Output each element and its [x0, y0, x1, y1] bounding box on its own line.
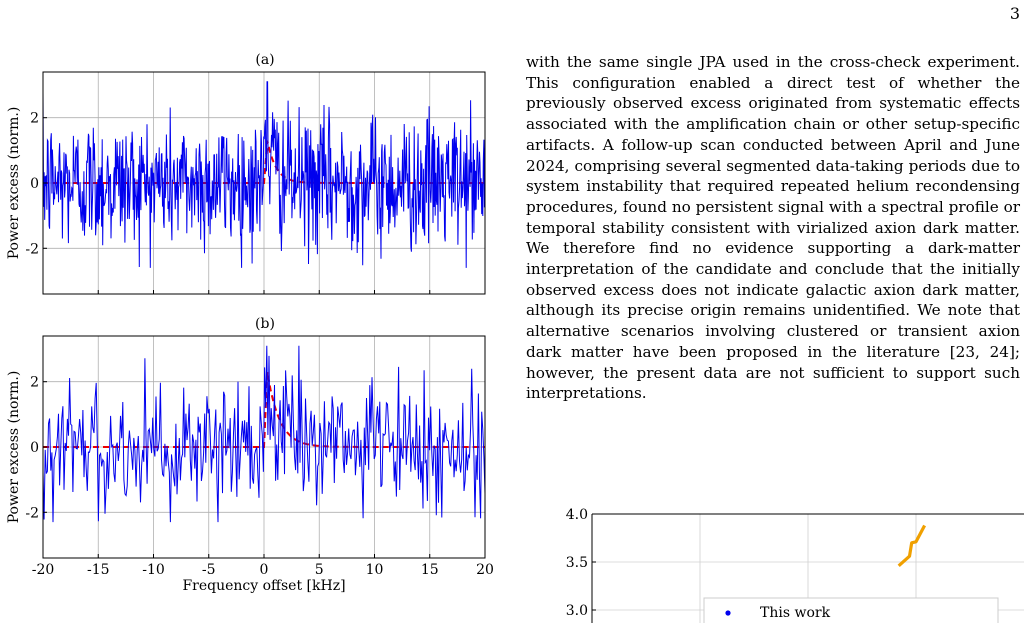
exclusion-limit-figure: 3.0 3.5 4.0 This work: [566, 507, 1024, 623]
data-series-line: [42, 81, 486, 268]
legend-marker-this-work: [725, 610, 731, 616]
y-tick-label: 0: [30, 176, 39, 192]
x-tick-label: -5: [202, 562, 216, 578]
page-number: 3: [1009, 4, 1020, 23]
y-tick-labels: -2 0 2: [25, 111, 47, 257]
data-line: [42, 81, 486, 268]
legend-label-this-work: This work: [760, 605, 831, 621]
x-tick-label: 10: [366, 562, 384, 578]
x-tick-label: -20: [32, 562, 55, 578]
y-axis-label: Power excess (norm.): [6, 107, 22, 260]
limit-y-tick-label: 3.5: [566, 555, 588, 571]
data-line: [42, 345, 486, 523]
x-tick-label: 5: [315, 562, 324, 578]
limit-curve-line: [897, 524, 927, 567]
x-tick-label: 0: [260, 562, 269, 578]
figure-panel-a: (a) -2 0 2 Power excess (norm.): [6, 52, 486, 295]
limit-curve: [897, 524, 927, 567]
x-ticks: [42, 290, 486, 294]
y-tick-label: 2: [30, 375, 39, 391]
x-tick-label: -15: [87, 562, 110, 578]
y-tick-label: 2: [30, 111, 39, 127]
legend-box: [703, 597, 999, 623]
y-tick-label: -2: [25, 241, 39, 257]
x-tick-label: 20: [476, 562, 494, 578]
panel-label: (b): [255, 316, 275, 332]
y-axis-label: Power excess (norm.): [6, 371, 22, 524]
limit-y-tick-label: 3.0: [566, 603, 588, 619]
data-series-line: [42, 345, 486, 523]
x-ticks: -20 -15 -10 -5 0 5 10 15 20: [32, 554, 494, 578]
x-tick-label: -10: [142, 562, 165, 578]
x-tick-label: 15: [421, 562, 439, 578]
figure-panel-b: (b) -202 -20 -15 -10 -5 0 5 10 15 20 Frequency o…: [6, 316, 494, 594]
x-axis-label: Frequency offset [kHz]: [182, 578, 345, 594]
panel-label: (a): [255, 52, 274, 68]
limit-y-tick-label: 4.0: [566, 507, 588, 523]
limit-y-tick-labels: 3.0 3.5 4.0: [566, 507, 596, 619]
body-paragraph: with the same single JPA used in the cro…: [526, 53, 1020, 403]
y-tick-label: -2: [25, 505, 39, 521]
y-tick-label: 0: [30, 440, 39, 456]
y-tick-labels: -2 0 2: [25, 375, 47, 521]
